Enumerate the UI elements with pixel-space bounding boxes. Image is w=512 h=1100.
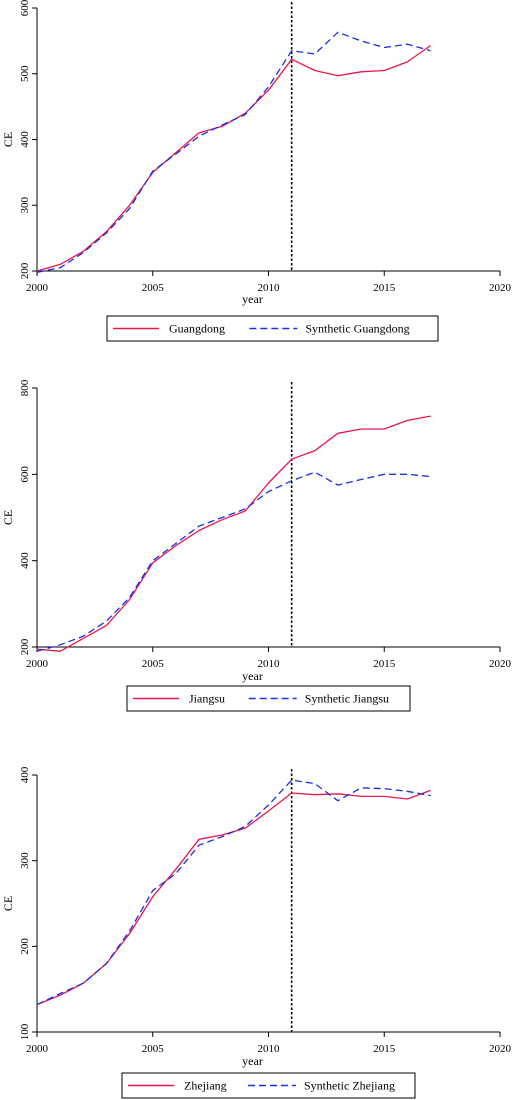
- y-tick-label: 600: [19, 466, 31, 483]
- legend-label-actual: Guangdong: [169, 322, 225, 336]
- synthetic-series-line: [36, 779, 431, 1006]
- chart-panel-1: 200 300 400 500 600 2000 2005 2010 2015 2020 year C…: [1, 0, 512, 342]
- x-axis-label: year: [242, 669, 263, 683]
- x-tick-label: 2000: [26, 282, 49, 294]
- y-tick-label: 200: [19, 938, 31, 955]
- x-tick-label: 2015: [373, 658, 396, 670]
- x-tick-label: 2015: [373, 282, 396, 294]
- y-axis-label: CE: [1, 132, 15, 147]
- y-tick-label: 500: [19, 65, 31, 82]
- y-tick-label: 800: [19, 379, 31, 396]
- x-tick-label: 2000: [26, 1043, 49, 1055]
- x-tick-label: 2020: [489, 658, 512, 670]
- y-tick-label: 300: [19, 852, 31, 869]
- x-tick-label: 2015: [373, 1043, 396, 1055]
- legend-label-actual: Jiangsu: [189, 692, 225, 706]
- x-tick-label: 2005: [142, 658, 165, 670]
- y-tick-label: 200: [19, 638, 31, 655]
- x-tick-label: 2010: [258, 1043, 281, 1055]
- synthetic-series-line: [36, 471, 431, 652]
- x-tick-label: 2010: [258, 658, 281, 670]
- x-tick-label: 2020: [489, 1043, 512, 1055]
- actual-series-line: [36, 44, 431, 272]
- y-axis-label: CE: [1, 510, 15, 525]
- y-tick-label: 300: [19, 197, 31, 214]
- legend-label-synthetic: Synthetic Zhejiang: [304, 1079, 395, 1093]
- y-axis-label: CE: [1, 896, 15, 911]
- legend-label-synthetic: Synthetic Jiangsu: [305, 692, 389, 706]
- x-tick-label: 2005: [142, 1043, 165, 1055]
- x-tick-label: 2005: [142, 282, 165, 294]
- legend: Jiangsu Synthetic Jiangsu: [126, 685, 411, 712]
- y-tick-label: 400: [19, 131, 31, 148]
- legend: Zhejiang Synthetic Zhejiang: [121, 1072, 416, 1099]
- y-tick-label: 100: [19, 1023, 31, 1040]
- chart-panel-3: 100 200 300 400 2000 2005 2010 2015 2020 year CE Zh…: [1, 766, 512, 1099]
- x-axis-label: year: [242, 1054, 263, 1068]
- chart-panel-2: 200 400 600 800 2000 2005 2010 2015 2020 year CE Ji…: [1, 379, 512, 712]
- x-tick-label: 2010: [258, 282, 281, 294]
- x-axis-label: year: [242, 292, 263, 306]
- legend-label-synthetic: Synthetic Guangdong: [305, 322, 409, 336]
- y-tick-label: 200: [19, 262, 31, 279]
- actual-series-line: [36, 415, 431, 652]
- legend: Guangdong Synthetic Guangdong: [106, 315, 439, 342]
- y-tick-label: 400: [19, 552, 31, 569]
- x-tick-label: 2020: [489, 282, 512, 294]
- legend-label-actual: Zhejiang: [184, 1079, 227, 1093]
- synthetic-series-line: [36, 31, 431, 273]
- x-tick-label: 2000: [26, 658, 49, 670]
- y-tick-label: 600: [19, 0, 31, 16]
- y-tick-label: 400: [19, 766, 31, 783]
